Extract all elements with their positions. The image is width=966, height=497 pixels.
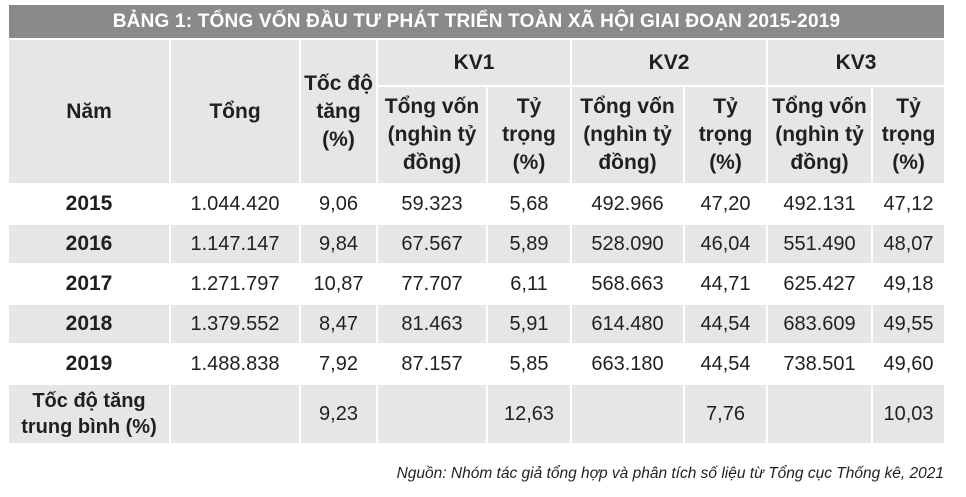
kv2-share-cell: 44,54	[684, 304, 769, 345]
header-kv3-capital: Tổng vốn (nghìn tỷ đồng)	[767, 86, 874, 185]
kv3-share-cell: 48,07	[872, 224, 945, 265]
total-cell: 1.147.147	[170, 224, 301, 265]
growth-cell: 9,06	[300, 184, 378, 225]
header-kv1: KV1	[377, 40, 573, 87]
header-kv3-share: Tỷ trọng (%)	[872, 86, 945, 185]
average-kv2-capital-cell	[571, 384, 686, 445]
table-row: 2019 1.488.838 7,92 87.157 5,85 663.180 …	[9, 344, 945, 385]
average-row: Tốc độ tăng trung bình (%) 9,23 12,63 7,…	[9, 384, 945, 445]
kv1-share-cell: 5,68	[487, 184, 573, 225]
source-note: Nguồn: Nhóm tác giả tổng hợp và phân tíc…	[396, 465, 944, 482]
kv2-capital-cell: 614.480	[571, 304, 686, 345]
year-cell: 2016	[9, 224, 171, 265]
total-cell: 1.044.420	[170, 184, 301, 225]
year-cell: 2018	[9, 304, 171, 345]
header-kv3: KV3	[767, 40, 945, 87]
average-kv1-capital-cell	[377, 384, 488, 445]
kv3-capital-cell: 683.609	[767, 304, 874, 345]
total-cell: 1.379.552	[170, 304, 301, 345]
kv1-share-cell: 5,91	[487, 304, 573, 345]
kv3-capital-cell: 492.131	[767, 184, 874, 225]
header-kv2-capital: Tổng vốn (nghìn tỷ đồng)	[571, 86, 686, 185]
kv3-share-cell: 47,12	[872, 184, 945, 225]
growth-cell: 7,92	[300, 344, 378, 385]
table-row: 2015 1.044.420 9,06 59.323 5,68 492.966 …	[9, 184, 945, 225]
kv2-capital-cell: 528.090	[571, 224, 686, 265]
table-row: 2017 1.271.797 10,87 77.707 6,11 568.663…	[9, 264, 945, 305]
year-cell: 2017	[9, 264, 171, 305]
average-label: Tốc độ tăng trung bình (%)	[9, 384, 171, 445]
kv3-capital-cell: 551.490	[767, 224, 874, 265]
kv1-capital-cell: 77.707	[377, 264, 488, 305]
investment-table: Năm Tổng Tốc độ tăng (%) KV1 KV2 KV3 Tổn…	[9, 40, 945, 445]
header-total: Tổng	[170, 40, 301, 185]
kv3-capital-cell: 738.501	[767, 344, 874, 385]
kv3-share-cell: 49,18	[872, 264, 945, 305]
average-kv2-share-cell: 7,76	[684, 384, 769, 445]
growth-cell: 9,84	[300, 224, 378, 265]
average-growth-cell: 9,23	[300, 384, 378, 445]
kv1-share-cell: 6,11	[487, 264, 573, 305]
average-kv3-share-cell: 10,03	[872, 384, 945, 445]
kv2-share-cell: 44,54	[684, 344, 769, 385]
header-kv1-share: Tỷ trọng (%)	[487, 86, 573, 185]
total-cell: 1.271.797	[170, 264, 301, 305]
kv2-share-cell: 46,04	[684, 224, 769, 265]
total-cell: 1.488.838	[170, 344, 301, 385]
average-total-cell	[170, 384, 301, 445]
kv1-capital-cell: 87.157	[377, 344, 488, 385]
average-kv1-share-cell: 12,63	[487, 384, 573, 445]
year-cell: 2015	[9, 184, 171, 225]
average-kv3-capital-cell	[767, 384, 874, 445]
header-kv2: KV2	[571, 40, 769, 87]
table-title: BẢNG 1: TỔNG VỐN ĐẦU TƯ PHÁT TRIỂN TOÀN …	[9, 5, 944, 38]
kv2-capital-cell: 568.663	[571, 264, 686, 305]
kv2-capital-cell: 663.180	[571, 344, 686, 385]
header-kv1-capital: Tổng vốn (nghìn tỷ đồng)	[377, 86, 488, 185]
growth-cell: 10,87	[300, 264, 378, 305]
kv1-capital-cell: 67.567	[377, 224, 488, 265]
kv3-share-cell: 49,60	[872, 344, 945, 385]
kv1-share-cell: 5,89	[487, 224, 573, 265]
kv2-share-cell: 44,71	[684, 264, 769, 305]
table-row: 2018 1.379.552 8,47 81.463 5,91 614.480 …	[9, 304, 945, 345]
header-year: Năm	[9, 40, 171, 185]
kv1-share-cell: 5,85	[487, 344, 573, 385]
growth-cell: 8,47	[300, 304, 378, 345]
year-cell: 2019	[9, 344, 171, 385]
table-row: 2016 1.147.147 9,84 67.567 5,89 528.090 …	[9, 224, 945, 265]
kv3-capital-cell: 625.427	[767, 264, 874, 305]
kv1-capital-cell: 81.463	[377, 304, 488, 345]
kv1-capital-cell: 59.323	[377, 184, 488, 225]
kv2-share-cell: 47,20	[684, 184, 769, 225]
kv3-share-cell: 49,55	[872, 304, 945, 345]
header-kv2-share: Tỷ trọng (%)	[684, 86, 769, 185]
header-growth: Tốc độ tăng (%)	[300, 40, 378, 185]
kv2-capital-cell: 492.966	[571, 184, 686, 225]
